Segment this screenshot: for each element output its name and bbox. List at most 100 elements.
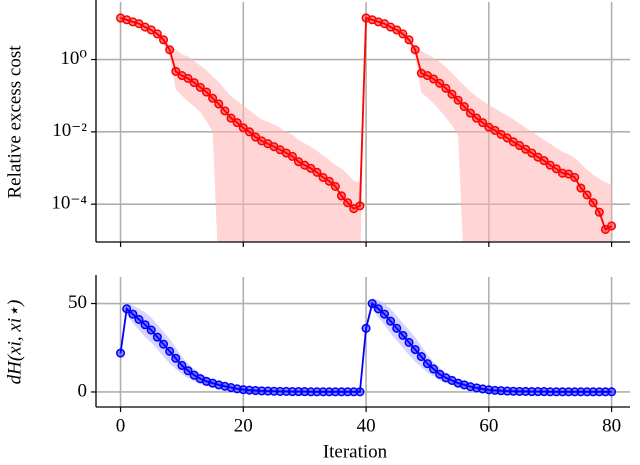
marker	[459, 102, 469, 112]
marker	[551, 164, 561, 174]
marker	[502, 386, 512, 396]
marker	[294, 387, 304, 397]
marker	[398, 29, 408, 39]
marker	[140, 320, 150, 330]
marker	[177, 360, 187, 370]
marker	[576, 183, 586, 193]
y-tick-label: 10⁻²	[52, 120, 87, 141]
marker	[165, 45, 175, 55]
marker	[312, 387, 322, 397]
marker	[275, 386, 285, 396]
marker	[287, 151, 297, 161]
marker	[422, 359, 432, 369]
marker	[576, 387, 586, 397]
y-tick-label: 0	[78, 380, 88, 401]
marker	[410, 344, 420, 355]
marker	[343, 387, 353, 397]
marker	[373, 304, 383, 314]
x-tick-label: 40	[357, 415, 376, 436]
marker	[508, 386, 518, 396]
marker	[183, 73, 193, 83]
marker	[453, 95, 463, 105]
marker	[122, 304, 132, 314]
marker	[404, 337, 414, 347]
marker	[429, 364, 439, 374]
plot-area	[116, 298, 617, 397]
marker	[152, 332, 162, 342]
marker	[201, 87, 212, 97]
marker	[521, 386, 531, 396]
x-tick-label: 80	[602, 415, 621, 436]
marker	[195, 82, 205, 92]
y-axis-label: Relative excess cost	[4, 45, 25, 199]
marker	[158, 35, 169, 45]
marker	[447, 89, 457, 99]
marker	[214, 99, 224, 109]
marker	[318, 387, 328, 397]
marker	[263, 386, 273, 396]
y-tick-label: 10⁻⁴	[51, 193, 87, 214]
marker	[330, 181, 340, 191]
marker	[189, 78, 199, 88]
marker	[588, 387, 598, 397]
marker	[441, 83, 451, 93]
marker	[232, 118, 242, 128]
marker	[582, 190, 592, 200]
marker	[257, 386, 267, 396]
confidence-band	[120, 17, 612, 242]
marker	[490, 125, 500, 135]
marker	[465, 108, 475, 118]
marker	[533, 387, 543, 397]
marker	[116, 348, 126, 358]
marker	[514, 386, 525, 396]
marker	[158, 339, 169, 349]
marker	[330, 387, 340, 397]
marker	[416, 352, 426, 362]
series-line	[120, 16, 613, 231]
marker	[238, 123, 248, 133]
marker	[171, 66, 181, 76]
marker	[324, 176, 334, 186]
marker	[570, 172, 580, 182]
marker	[355, 387, 365, 397]
x-tick-label: 20	[234, 415, 253, 436]
marker	[146, 25, 156, 35]
marker	[208, 93, 218, 103]
marker	[410, 45, 420, 55]
marker	[551, 387, 561, 397]
marker	[336, 387, 347, 397]
marker	[545, 387, 555, 397]
marker	[361, 323, 371, 333]
x-tick-label: 0	[116, 415, 126, 436]
marker	[392, 323, 402, 333]
marker	[435, 78, 445, 88]
marker	[287, 387, 297, 397]
marker	[226, 113, 236, 123]
marker	[306, 163, 316, 173]
marker	[220, 106, 230, 116]
x-axis-label: Iteration	[323, 441, 388, 462]
marker	[386, 316, 396, 326]
marker	[379, 309, 390, 319]
marker	[539, 387, 549, 397]
marker	[539, 156, 549, 166]
y-tick-label: 10⁰	[60, 48, 87, 69]
marker	[336, 191, 347, 201]
marker	[367, 298, 377, 309]
marker	[582, 387, 592, 397]
marker	[478, 118, 488, 128]
x-tick-label: 60	[479, 415, 498, 436]
marker	[134, 314, 144, 324]
marker	[398, 330, 408, 340]
marker	[502, 133, 512, 143]
marker	[146, 325, 156, 335]
marker	[300, 387, 310, 397]
marker	[594, 387, 604, 397]
marker	[324, 387, 334, 397]
marker	[128, 309, 138, 319]
marker	[244, 127, 254, 137]
marker	[594, 207, 604, 217]
marker	[429, 74, 439, 84]
marker	[281, 386, 291, 396]
